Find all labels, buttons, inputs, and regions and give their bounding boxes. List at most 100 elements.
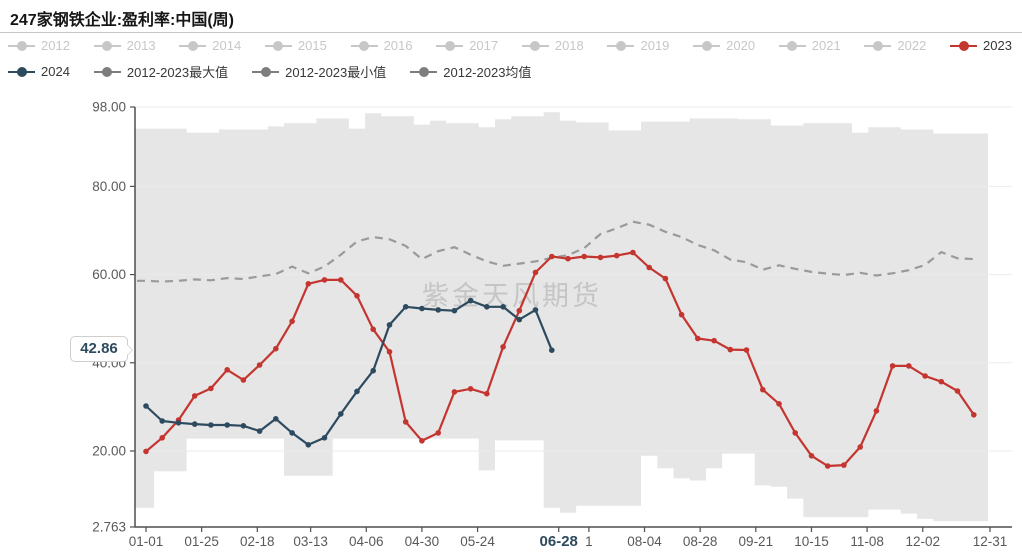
series-2024-point (467, 297, 474, 304)
series-2023-point (516, 307, 523, 314)
series-2023-point (873, 408, 880, 414)
series-2024-point (143, 403, 149, 409)
series-2023-point (451, 389, 458, 395)
series-2024-point (273, 416, 279, 422)
series-2023-point (143, 448, 149, 455)
series-2024-point (289, 430, 295, 436)
legend-label: 2016 (383, 38, 413, 53)
legend-marker-icon (693, 40, 721, 51)
x-tick-label: 08-04 (627, 534, 662, 549)
latest-value-text: 42.86 (80, 340, 118, 357)
legend-item-2018[interactable]: 2018 (521, 38, 584, 53)
legend-item-2021[interactable]: 2021 (778, 38, 841, 53)
legend-item-2013[interactable]: 2013 (93, 38, 156, 53)
series-2024-point (224, 422, 230, 428)
legend-marker-icon (778, 40, 806, 51)
series-2023-point (224, 367, 230, 373)
series-2023-point (922, 373, 928, 379)
series-2023-point (435, 430, 442, 436)
series-2023-point (938, 378, 945, 385)
watermark: 紫金天风期货 (422, 281, 602, 311)
legend-marker-icon (179, 40, 207, 51)
series-2024-point (484, 304, 490, 310)
x-tick-label: 08-28 (683, 534, 718, 549)
legend-row-stats: 2024 2012-2023最大值 2012-2023最小值 2012-2023均值 (8, 62, 531, 81)
series-2024-point (256, 428, 263, 434)
series-2023-point (273, 345, 279, 352)
x-tick-label: 11-08 (850, 534, 884, 549)
series-2023-point (419, 438, 425, 444)
series-2024-point (370, 367, 377, 374)
legend-label: 2024 (41, 64, 70, 79)
series-2024-point (191, 421, 198, 427)
series-2024-point (321, 435, 328, 441)
series-2023-point (841, 462, 847, 468)
series-2023-line (145, 251, 975, 468)
series-2024-point (338, 411, 344, 417)
legend-item-2017[interactable]: 2017 (436, 38, 498, 53)
legend-label: 2023 (983, 38, 1012, 53)
legend-marker-icon (410, 66, 438, 77)
legend-item-2024[interactable]: 2024 (8, 64, 70, 79)
legend-label: 2021 (811, 38, 841, 53)
y-tick-label: 80.00 (92, 179, 126, 194)
series-2024-point (175, 420, 182, 426)
legend-item-2016[interactable]: 2016 (350, 38, 413, 53)
series-2023-point (630, 249, 636, 256)
series-2023-point (792, 430, 798, 436)
legend-item-2022[interactable]: 2022 (864, 38, 926, 53)
series-2023-point (467, 386, 474, 392)
legend-label: 2020 (726, 38, 756, 53)
series-2023-point (906, 363, 912, 369)
legend-item-2012-2023均值[interactable]: 2012-2023均值 (410, 62, 531, 81)
legend-item-2015[interactable]: 2015 (264, 38, 327, 53)
y-tick-label: 60.00 (92, 267, 126, 282)
x-tick-label: 01-01 (129, 534, 164, 549)
legend-marker-icon (350, 40, 378, 51)
legend-item-2020[interactable]: 2020 (693, 38, 755, 53)
legend-item-2012-2023最大值[interactable]: 2012-2023最大值 (93, 62, 229, 81)
series-2023-point (370, 326, 377, 333)
series-2023-point (354, 293, 360, 299)
series-2023-point (208, 385, 214, 392)
series-2024-point (240, 423, 247, 429)
series-2023-point (613, 252, 620, 259)
series-2023-point (695, 335, 701, 342)
x-tick-label: 05-24 (460, 534, 495, 549)
legend-item-2019[interactable]: 2019 (607, 38, 669, 53)
legend-marker-icon (93, 40, 121, 51)
legend-item-2014[interactable]: 2014 (179, 38, 241, 53)
series-2024-point (451, 307, 458, 314)
x-tick-label: 01-25 (184, 534, 219, 549)
series-2023-point (711, 337, 717, 344)
series-2024-point (419, 305, 425, 312)
series-2023-point (727, 346, 734, 353)
legend-label: 2022 (897, 38, 927, 53)
x-tick-label: 03-13 (293, 534, 328, 549)
series-2023-point (256, 362, 263, 368)
legend-label: 2012 (41, 38, 70, 53)
x-tick-label: 10-15 (794, 534, 829, 549)
series-2023-point (321, 277, 328, 283)
series-2023-point (386, 349, 393, 355)
series-2023-point (338, 277, 344, 283)
legend-marker-icon (864, 40, 892, 51)
x-tick-label: 02-18 (240, 534, 275, 549)
series-2023-point (159, 435, 165, 441)
series-2024-point (532, 307, 539, 313)
series-2023-point (597, 254, 604, 261)
legend-item-2012[interactable]: 2012 (8, 38, 70, 53)
series-2023-point (662, 275, 669, 282)
legend-marker-icon (93, 66, 121, 77)
legend-label: 2012-2023均值 (443, 65, 532, 80)
legend-item-2023[interactable]: 2023 (950, 38, 1012, 53)
series-2023-point (549, 253, 555, 260)
series-2023-point (581, 253, 587, 260)
series-2024-point (402, 304, 409, 310)
series-2023-point (971, 412, 977, 418)
legend-label: 2012-2023最小值 (285, 65, 387, 80)
legend-label: 2012-2023最大值 (126, 65, 229, 80)
legend-item-2012-2023最小值[interactable]: 2012-2023最小值 (252, 62, 386, 81)
x-tick-label: 12-02 (905, 534, 940, 549)
